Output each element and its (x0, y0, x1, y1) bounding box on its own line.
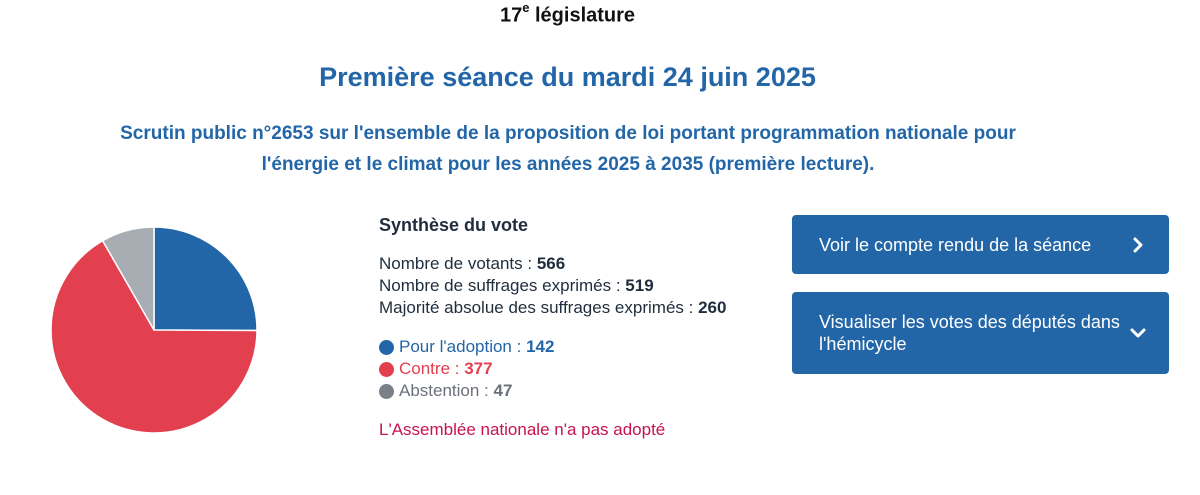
scrutin-title: Scrutin public n°2653 sur l'ensemble de … (120, 123, 1016, 175)
majorite-label: Majorité absolue des suffrages exprimés … (379, 298, 699, 317)
exprimes-line: Nombre de suffrages exprimés : 519 (379, 275, 779, 297)
exprimes-value: 519 (625, 276, 654, 295)
vote-synthesis: Synthèse du vote Nombre de votants : 566… (379, 212, 779, 441)
vote-result: L'Assemblée nationale n'a pas adopté (379, 420, 666, 439)
abstention-value: 47 (493, 381, 513, 400)
legislature-suffix: e (522, 0, 530, 15)
pie-slice-abstention (101, 226, 155, 331)
legislature-label: législature (535, 4, 636, 27)
pour-value: 142 (526, 337, 555, 356)
pour-dot-icon (379, 339, 394, 355)
abstention-dot-icon (379, 383, 394, 399)
contre-value: 377 (464, 359, 493, 378)
votants-line: Nombre de votants : 566 (379, 253, 779, 275)
votants-value: 566 (536, 254, 566, 273)
compte-rendu-button[interactable]: Voir le compte rendu de la séance (792, 215, 1169, 274)
votants-label: Nombre de votants : (379, 254, 537, 273)
vote-stats: Nombre de votants : 566 Nombre de suffra… (379, 253, 779, 319)
pour-label: Pour l'adoption : (399, 337, 522, 356)
synthese-title: Synthèse du vote (379, 215, 529, 235)
legend-abstention: Abstention : 47 (379, 380, 779, 402)
legislature-heading: 17e législature (0, 0, 1135, 28)
majorite-line: Majorité absolue des suffrages exprimés … (379, 297, 779, 319)
pie-slice-contre (50, 239, 258, 434)
chevron-down-icon (1129, 324, 1147, 342)
legislature-number: 17 (499, 4, 523, 27)
pie-svg (50, 226, 258, 434)
majorite-value: 260 (698, 298, 727, 317)
seance-title: Première séance du mardi 24 juin 2025 (319, 62, 816, 92)
chevron-right-icon (1129, 236, 1147, 254)
vote-pie-chart (48, 224, 260, 436)
compte-rendu-label: Voir le compte rendu de la séance (819, 234, 1092, 255)
hemicycle-label: Visualiser les votes des députés dans l'… (819, 312, 1120, 354)
vote-legend: Pour l'adoption : 142 Contre : 377 Abste… (379, 336, 779, 402)
exprimes-label: Nombre de suffrages exprimés : (379, 276, 626, 295)
legend-pour: Pour l'adoption : 142 (379, 336, 779, 358)
pie-slice-pour-l-adoption (153, 226, 258, 332)
abstention-label: Abstention : (399, 381, 489, 400)
contre-dot-icon (379, 361, 394, 377)
contre-label: Contre : (399, 359, 460, 378)
legend-contre: Contre : 377 (379, 358, 779, 380)
hemicycle-button[interactable]: Visualiser les votes des députés dans l'… (792, 292, 1169, 374)
